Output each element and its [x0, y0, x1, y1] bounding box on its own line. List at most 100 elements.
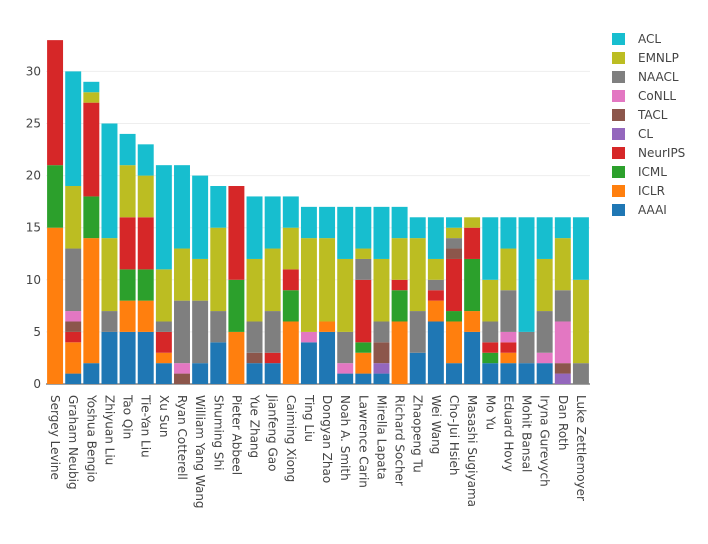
bar-segment[interactable] [192, 258, 209, 301]
bar-segment[interactable] [174, 248, 190, 301]
bar-segment[interactable] [355, 342, 372, 353]
bar-segment[interactable] [482, 279, 499, 322]
bar-segment[interactable] [554, 217, 571, 239]
bar-segment[interactable] [536, 258, 553, 312]
bar-segment[interactable] [464, 311, 481, 332]
bar-segment[interactable] [482, 363, 499, 384]
bar-segment[interactable] [210, 186, 227, 228]
bar-segment[interactable] [355, 258, 372, 280]
bar-segment[interactable] [373, 321, 390, 343]
bar-segment[interactable] [264, 363, 281, 384]
bar-segment[interactable] [482, 217, 499, 280]
bar-segment[interactable] [282, 269, 299, 291]
bar-segment[interactable] [282, 227, 299, 270]
bar-segment[interactable] [536, 352, 553, 364]
bar-segment[interactable] [337, 363, 354, 374]
bar-segment[interactable] [373, 363, 390, 374]
bar-segment[interactable] [373, 342, 390, 364]
bar-segment[interactable] [155, 352, 172, 364]
bar-segment[interactable] [446, 227, 462, 239]
bar-segment[interactable] [155, 165, 172, 270]
bar-segment[interactable] [409, 352, 426, 384]
bar-segment[interactable] [119, 300, 136, 332]
bar-segment[interactable] [391, 238, 408, 280]
bar-segment[interactable] [119, 165, 136, 218]
bar-segment[interactable] [65, 248, 82, 312]
bar-segment[interactable] [500, 290, 517, 332]
bar-segment[interactable] [65, 342, 82, 374]
bar-segment[interactable] [264, 311, 281, 353]
bar-segment[interactable] [210, 227, 227, 312]
bar-segment[interactable] [464, 227, 481, 259]
bar-segment[interactable] [572, 217, 589, 280]
bar-segment[interactable] [427, 279, 444, 291]
bar-segment[interactable] [391, 321, 408, 384]
bar-segment[interactable] [355, 206, 372, 249]
bar-segment[interactable] [391, 290, 408, 322]
bar-segment[interactable] [101, 123, 118, 239]
bar-segment[interactable] [300, 238, 317, 332]
bar-segment[interactable] [47, 227, 64, 384]
bar-segment[interactable] [536, 363, 553, 384]
bar-segment[interactable] [464, 331, 481, 384]
bar-segment[interactable] [174, 165, 190, 249]
bar-segment[interactable] [373, 206, 390, 259]
bar-segment[interactable] [482, 342, 499, 353]
bar-segment[interactable] [536, 217, 553, 259]
bar-segment[interactable] [155, 363, 172, 384]
bar-segment[interactable] [264, 248, 281, 312]
legend-item[interactable]: NAACL [612, 70, 679, 84]
bar-segment[interactable] [228, 279, 245, 332]
bar-segment[interactable] [210, 342, 227, 384]
bar-segment[interactable] [83, 196, 100, 239]
bar-segment[interactable] [65, 373, 82, 384]
legend-item[interactable]: ICML [612, 165, 667, 179]
bar-segment[interactable] [337, 206, 354, 259]
bar-segment[interactable] [282, 321, 299, 384]
bar-segment[interactable] [47, 40, 64, 166]
bar-segment[interactable] [65, 321, 82, 332]
bar-segment[interactable] [246, 352, 263, 364]
bar-segment[interactable] [427, 300, 444, 322]
legend-item[interactable]: ACL [612, 32, 661, 46]
bar-segment[interactable] [500, 248, 517, 291]
bar-segment[interactable] [137, 175, 154, 218]
bar-segment[interactable] [572, 279, 589, 364]
bar-segment[interactable] [337, 331, 354, 364]
bar-segment[interactable] [83, 81, 100, 93]
bar-segment[interactable] [355, 248, 372, 259]
bar-segment[interactable] [101, 331, 118, 384]
bar-segment[interactable] [554, 363, 571, 374]
bar-segment[interactable] [391, 206, 408, 239]
bar-segment[interactable] [319, 206, 336, 239]
legend-item[interactable]: CL [612, 127, 653, 141]
bar-segment[interactable] [101, 311, 118, 332]
bar-segment[interactable] [518, 331, 535, 364]
bar-segment[interactable] [155, 321, 172, 332]
legend-item[interactable]: AAAI [612, 203, 667, 217]
bar-segment[interactable] [464, 217, 481, 228]
bar-segment[interactable] [300, 331, 317, 343]
bar-segment[interactable] [319, 238, 336, 322]
bar-segment[interactable] [174, 373, 190, 384]
bar-segment[interactable] [427, 290, 444, 301]
bar-segment[interactable] [518, 363, 535, 384]
legend-item[interactable]: NeurIPS [612, 146, 685, 160]
bar-segment[interactable] [300, 342, 317, 384]
bar-segment[interactable] [554, 321, 571, 364]
bar-segment[interactable] [47, 165, 64, 228]
bar-segment[interactable] [65, 71, 82, 187]
bar-segment[interactable] [83, 363, 100, 384]
bar-segment[interactable] [409, 238, 426, 312]
legend-item[interactable]: CoNLL [612, 89, 676, 103]
bar-segment[interactable] [427, 258, 444, 280]
bar-segment[interactable] [174, 300, 190, 364]
bar-segment[interactable] [446, 258, 462, 312]
bar-segment[interactable] [137, 217, 154, 270]
bar-segment[interactable] [391, 279, 408, 291]
bar-segment[interactable] [101, 238, 118, 312]
bar-segment[interactable] [409, 311, 426, 353]
bar-segment[interactable] [500, 342, 517, 353]
bar-segment[interactable] [446, 217, 462, 228]
bar-segment[interactable] [65, 331, 82, 343]
